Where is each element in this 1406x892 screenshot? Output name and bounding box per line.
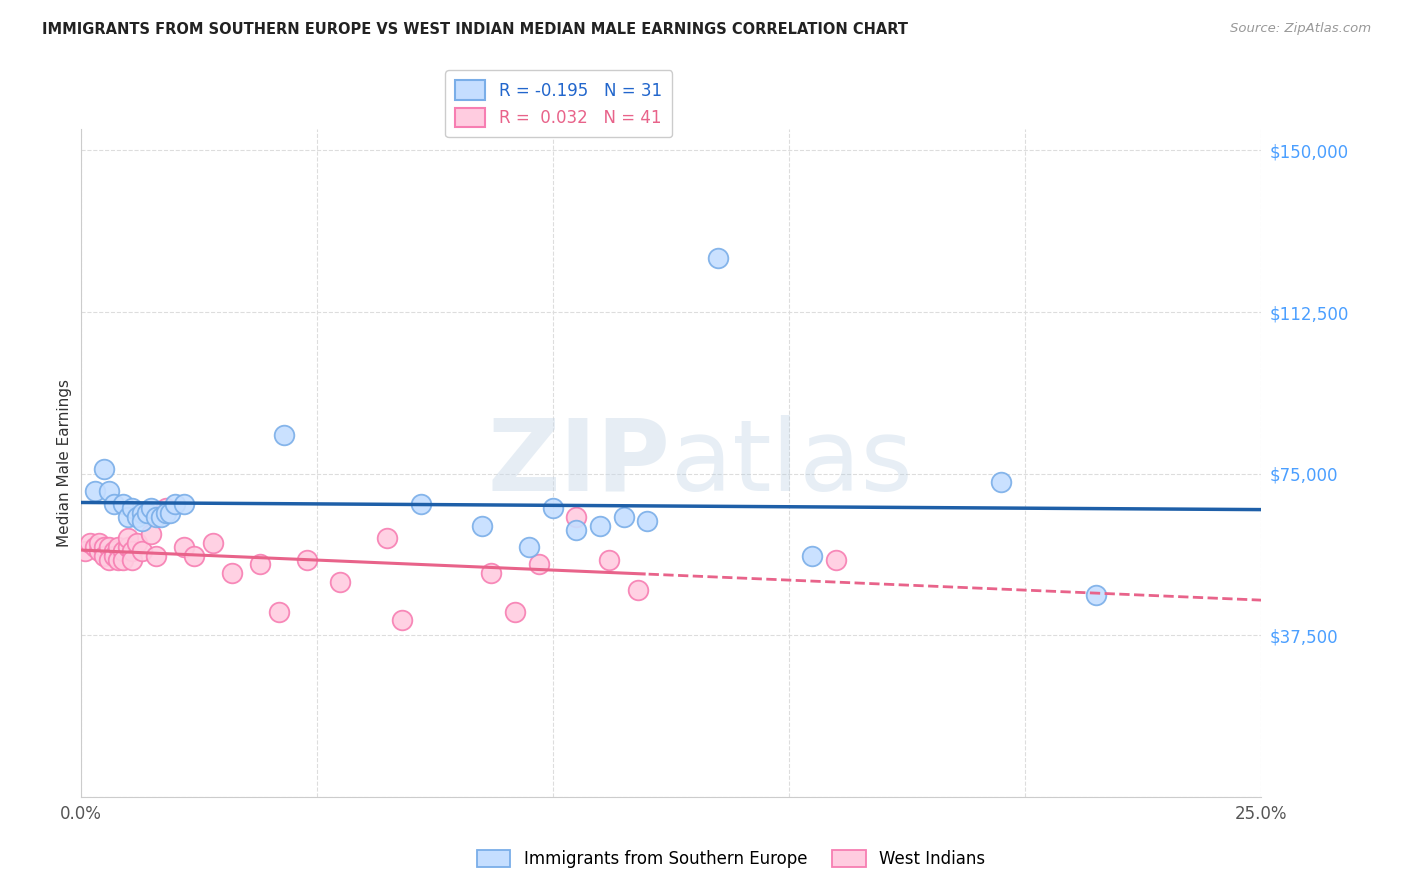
Point bbox=[131, 506, 153, 520]
Point bbox=[589, 518, 612, 533]
Point bbox=[163, 497, 186, 511]
Point bbox=[97, 540, 120, 554]
Point bbox=[221, 566, 243, 580]
Point bbox=[131, 514, 153, 528]
Point bbox=[127, 535, 149, 549]
Point bbox=[527, 558, 550, 572]
Point bbox=[135, 506, 157, 520]
Point bbox=[145, 509, 167, 524]
Point bbox=[707, 251, 730, 265]
Point bbox=[159, 506, 181, 520]
Point bbox=[117, 540, 139, 554]
Point bbox=[141, 527, 163, 541]
Legend: Immigrants from Southern Europe, West Indians: Immigrants from Southern Europe, West In… bbox=[471, 843, 991, 875]
Point bbox=[83, 540, 105, 554]
Point bbox=[145, 549, 167, 563]
Point bbox=[627, 583, 650, 598]
Point bbox=[391, 613, 413, 627]
Point bbox=[111, 497, 134, 511]
Text: IMMIGRANTS FROM SOUTHERN EUROPE VS WEST INDIAN MEDIAN MALE EARNINGS CORRELATION : IMMIGRANTS FROM SOUTHERN EUROPE VS WEST … bbox=[42, 22, 908, 37]
Point bbox=[503, 605, 526, 619]
Point bbox=[517, 540, 540, 554]
Point bbox=[479, 566, 502, 580]
Point bbox=[636, 514, 658, 528]
Point bbox=[103, 544, 125, 558]
Text: atlas: atlas bbox=[671, 415, 912, 511]
Point bbox=[1084, 587, 1107, 601]
Point bbox=[377, 532, 399, 546]
Point bbox=[183, 549, 205, 563]
Point bbox=[541, 501, 564, 516]
Point bbox=[79, 535, 101, 549]
Text: ZIP: ZIP bbox=[488, 415, 671, 511]
Point bbox=[75, 544, 97, 558]
Point bbox=[93, 549, 115, 563]
Point bbox=[89, 544, 111, 558]
Point bbox=[565, 523, 588, 537]
Point bbox=[121, 553, 143, 567]
Point bbox=[801, 549, 824, 563]
Point bbox=[93, 462, 115, 476]
Point bbox=[173, 497, 195, 511]
Point bbox=[273, 428, 295, 442]
Point bbox=[409, 497, 432, 511]
Point bbox=[155, 501, 177, 516]
Point bbox=[267, 605, 290, 619]
Point bbox=[613, 509, 636, 524]
Point bbox=[149, 509, 172, 524]
Point bbox=[121, 544, 143, 558]
Point bbox=[117, 532, 139, 546]
Point bbox=[141, 501, 163, 516]
Point bbox=[565, 509, 588, 524]
Point bbox=[103, 497, 125, 511]
Point bbox=[598, 553, 620, 567]
Point bbox=[93, 540, 115, 554]
Point bbox=[111, 553, 134, 567]
Point bbox=[97, 553, 120, 567]
Point bbox=[329, 574, 352, 589]
Point bbox=[131, 544, 153, 558]
Point bbox=[97, 483, 120, 498]
Point bbox=[111, 544, 134, 558]
Point bbox=[89, 535, 111, 549]
Point bbox=[107, 553, 129, 567]
Point bbox=[173, 540, 195, 554]
Point bbox=[249, 558, 271, 572]
Point bbox=[825, 553, 848, 567]
Point bbox=[103, 549, 125, 563]
Point bbox=[117, 509, 139, 524]
Point bbox=[201, 535, 224, 549]
Legend: R = -0.195   N = 31, R =  0.032   N = 41: R = -0.195 N = 31, R = 0.032 N = 41 bbox=[446, 70, 672, 137]
Text: Source: ZipAtlas.com: Source: ZipAtlas.com bbox=[1230, 22, 1371, 36]
Point bbox=[107, 540, 129, 554]
Point bbox=[83, 483, 105, 498]
Point bbox=[127, 509, 149, 524]
Point bbox=[121, 501, 143, 516]
Y-axis label: Median Male Earnings: Median Male Earnings bbox=[58, 379, 72, 547]
Point bbox=[155, 506, 177, 520]
Point bbox=[295, 553, 318, 567]
Point bbox=[990, 475, 1012, 490]
Point bbox=[471, 518, 494, 533]
